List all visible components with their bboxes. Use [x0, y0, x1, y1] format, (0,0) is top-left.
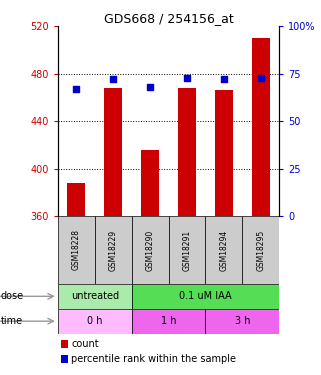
Bar	[132, 216, 169, 284]
Bar	[132, 309, 205, 334]
Text: GSM18290: GSM18290	[145, 230, 155, 271]
Bar	[205, 309, 279, 334]
Bar	[58, 216, 95, 284]
Point	[184, 75, 189, 81]
Text: GSM18294: GSM18294	[219, 230, 229, 271]
Point	[74, 86, 79, 92]
Bar	[95, 216, 132, 284]
Text: 1 h: 1 h	[161, 316, 176, 326]
Text: percentile rank within the sample: percentile rank within the sample	[71, 354, 236, 364]
Text: time: time	[0, 316, 22, 326]
Bar	[67, 183, 85, 216]
Text: GSM18291: GSM18291	[182, 230, 192, 270]
Bar	[178, 88, 196, 216]
Text: GSM18229: GSM18229	[108, 230, 118, 270]
Text: count: count	[71, 339, 99, 349]
Text: 0 h: 0 h	[87, 316, 102, 326]
Bar	[58, 309, 132, 334]
Bar	[169, 216, 205, 284]
Point	[221, 76, 226, 82]
Bar	[132, 284, 279, 309]
Bar	[61, 339, 68, 348]
Text: 0.1 uM IAA: 0.1 uM IAA	[179, 291, 232, 301]
Text: 3 h: 3 h	[235, 316, 250, 326]
Point	[147, 84, 153, 90]
Bar	[242, 216, 279, 284]
Point	[110, 76, 116, 82]
Bar	[215, 90, 233, 216]
Bar	[61, 355, 68, 363]
Text: untreated: untreated	[71, 291, 119, 301]
Bar	[252, 38, 270, 216]
Text: GSM18295: GSM18295	[256, 230, 265, 271]
Bar	[58, 284, 132, 309]
Text: dose: dose	[0, 291, 23, 301]
Bar	[141, 150, 159, 216]
Title: GDS668 / 254156_at: GDS668 / 254156_at	[104, 12, 233, 25]
Bar	[104, 88, 122, 216]
Point	[258, 75, 263, 81]
Bar	[205, 216, 242, 284]
Text: GSM18228: GSM18228	[72, 230, 81, 270]
